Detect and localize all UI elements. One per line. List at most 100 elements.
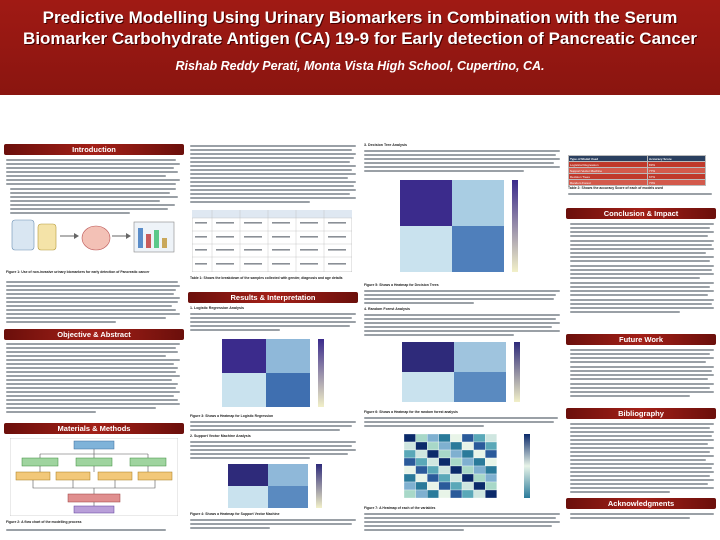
heatmap-cell	[427, 481, 439, 491]
heatmap-cell	[450, 489, 463, 499]
heatmap-cell	[427, 433, 439, 443]
heatmap-cell	[461, 473, 474, 483]
heatmap-cell	[461, 457, 474, 467]
figure2-caption: Figure 2: A flow chart of the modelling …	[6, 520, 82, 524]
heatmap-cell	[461, 441, 474, 451]
heatmap-cell	[473, 449, 486, 459]
figure1-caption: Figure 1: Use of non-invasive urinary bi…	[6, 270, 150, 274]
heatmap-cell	[461, 465, 474, 475]
poster-authors: Rishab Reddy Perati, Monta Vista High Sc…	[175, 59, 545, 73]
figure6-caption: Figure 6: Shows a Heatmap for the random…	[364, 410, 458, 414]
heatmap-cell	[415, 449, 428, 459]
section-future-header: Future Work	[566, 334, 716, 345]
heatmap-cell	[450, 433, 463, 443]
figure3-caption: Figure 3: Shows a Heatmap for Logistic R…	[190, 414, 274, 418]
section-introduction-header: Introduction	[4, 144, 184, 155]
heatmap-cell	[450, 449, 463, 459]
heatmap-cell	[427, 473, 439, 483]
heatmap-cell	[473, 457, 486, 467]
heatmap-cell	[415, 433, 428, 443]
heatmap-cell	[461, 449, 474, 459]
subhead-decision: 3. Decision Tree Analysis	[364, 143, 408, 147]
heatmap-cell	[473, 465, 486, 475]
heatmap-cell	[415, 489, 428, 499]
section-results-header: Results & Interpretation	[188, 292, 358, 303]
table2-accuracy: Type of Model Used Accuracy Score Logist…	[567, 155, 706, 186]
heatmap-cell	[438, 433, 451, 443]
heatmap-cell	[485, 481, 497, 491]
figure3-heatmap-logistic	[222, 339, 324, 407]
heatmap-cell	[485, 473, 497, 483]
heatmap-cell	[450, 481, 463, 491]
section-conclusion-header: Conclusion & Impact	[566, 208, 716, 219]
heatmap-cell	[485, 441, 497, 451]
heatmap-cell	[473, 489, 486, 499]
subhead-random: 4. Random Forest Analysis	[364, 307, 410, 311]
heatmap-cell	[403, 433, 416, 443]
heatmap-cell	[403, 457, 416, 467]
table2-cell: Random Forest	[567, 179, 649, 186]
figure6-heatmap-random	[402, 342, 520, 402]
heatmap-cell	[438, 457, 451, 467]
table-row: Random Forest 70%	[567, 179, 706, 186]
heatmap-cell	[450, 441, 463, 451]
table1-samples	[192, 210, 352, 272]
heatmap-cell	[485, 449, 497, 459]
heatmap-cell	[415, 481, 428, 491]
heatmap-cell	[461, 481, 474, 491]
heatmap-cell	[403, 481, 416, 491]
heatmap-cell	[473, 481, 486, 491]
heatmap-cell	[438, 473, 451, 483]
figure2-flowchart	[10, 438, 178, 516]
heatmap-cell	[473, 433, 486, 443]
heatmap-cell	[403, 441, 416, 451]
heatmap-cell	[485, 489, 497, 499]
heatmap-cell	[485, 465, 497, 475]
heatmap-cell	[427, 441, 439, 451]
heatmap-cell	[461, 489, 474, 499]
section-bibliography-header: Bibliography	[566, 408, 716, 419]
heatmap-cell	[427, 489, 439, 499]
heatmap-cell	[450, 465, 463, 475]
figure7-variable-heatmap	[403, 433, 530, 499]
table2-cell: 70%	[647, 179, 706, 186]
heatmap-cell	[403, 489, 416, 499]
heatmap-cell	[415, 473, 428, 483]
heatmap-cell	[450, 473, 463, 483]
table1-caption: Table 1: Shows the breakdown of the samp…	[190, 276, 343, 280]
heatmap-cell	[415, 457, 428, 467]
poster-title-line1: Predictive Modelling Using Urinary Bioma…	[42, 8, 678, 27]
section-objective-header: Objective & Abstract	[4, 329, 184, 340]
subhead-logistic: 1. Logistic Regression Analysis	[190, 306, 244, 310]
figure7-caption: Figure 7: A Heatmap of each of the varia…	[364, 506, 436, 510]
heatmap-cell	[438, 441, 451, 451]
heatmap-cell	[427, 449, 439, 459]
subhead-svm: 2. Support Vector Machine Analysis	[190, 434, 251, 438]
heatmap-cell	[427, 465, 439, 475]
heatmap-cell	[461, 433, 474, 443]
heatmap-cell	[485, 457, 497, 467]
figure5-heatmap-decision	[400, 180, 518, 272]
heatmap-cell	[473, 441, 486, 451]
heatmap-cell	[403, 473, 416, 483]
poster-title-line2: Biomarker Carbohydrate Antigen (CA) 19-9…	[23, 29, 697, 48]
poster-header: Predictive Modelling Using Urinary Bioma…	[0, 0, 720, 95]
heatmap-cell	[415, 465, 428, 475]
figure5-caption: Figure 5: Shows a Heatmap for Decision T…	[364, 283, 439, 287]
heatmap-cell	[438, 449, 451, 459]
figure4-caption: Figure 4: Shows a Heatmap for Support Ve…	[190, 512, 280, 516]
heatmap-cell	[438, 481, 451, 491]
section-materials-header: Materials & Methods	[4, 423, 184, 434]
table2-caption-detail	[568, 193, 712, 195]
figure1-urinary-diagram	[8, 216, 180, 268]
heatmap-cell	[473, 473, 486, 483]
heatmap-cell	[403, 449, 416, 459]
heatmap-cell	[438, 489, 451, 499]
heatmap-cell	[403, 465, 416, 475]
heatmap-cell	[438, 465, 451, 475]
heatmap-cell	[450, 457, 463, 467]
heatmap-cell	[485, 433, 497, 443]
section-acknowledgments-header: Acknowledgments	[566, 498, 716, 509]
figure4-heatmap-svm	[228, 464, 322, 508]
